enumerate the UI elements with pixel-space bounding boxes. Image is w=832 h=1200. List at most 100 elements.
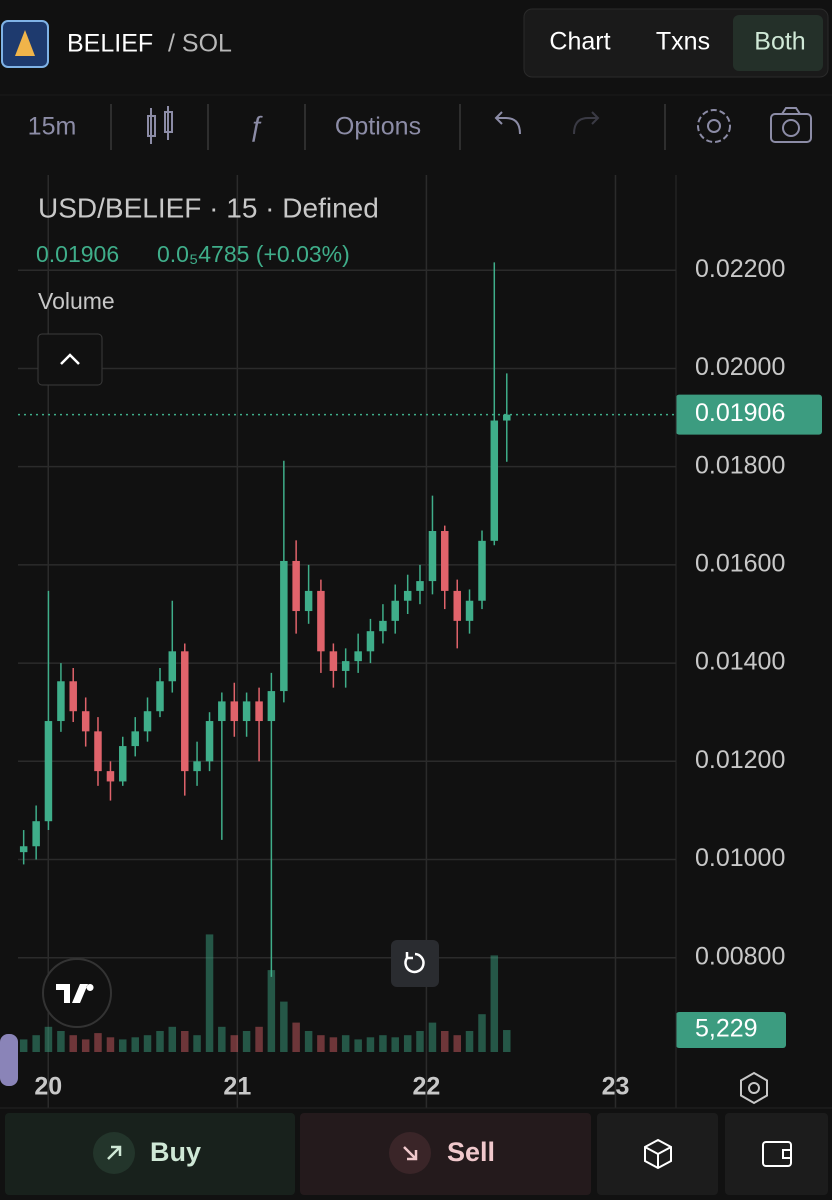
candle-body [267, 691, 276, 722]
side-handle[interactable] [0, 1034, 18, 1086]
candle-body [19, 846, 28, 853]
candle-body [44, 721, 53, 822]
collapse-button[interactable] [37, 333, 103, 386]
volume-bar [304, 1031, 313, 1052]
candle-body [453, 590, 461, 621]
x-tick-label: 21 [223, 1073, 251, 1101]
candle-body [379, 620, 387, 632]
volume-bar [379, 1035, 387, 1052]
candle-body [81, 711, 90, 732]
volume-bar [490, 955, 499, 1052]
interval[interactable]: 15m [28, 113, 77, 141]
candle-body [94, 731, 102, 772]
candle-icon[interactable] [147, 106, 173, 144]
tab[interactable]: Both [754, 28, 805, 56]
wallet-button[interactable] [725, 1113, 828, 1195]
volume-bar [19, 1039, 28, 1052]
last-volume-box [676, 1012, 786, 1049]
candle-body [292, 560, 300, 612]
volume-bar [131, 1037, 139, 1052]
indicator-icon[interactable]: ƒ [248, 110, 264, 141]
volume-bar [416, 1031, 424, 1052]
volume-bar [453, 1035, 461, 1052]
grid [18, 175, 676, 1108]
tab[interactable]: Txns [656, 28, 710, 56]
candle-body [478, 540, 486, 601]
candle-body [193, 761, 201, 772]
y-tick-label: 0.01800 [695, 451, 785, 479]
buy-button[interactable] [5, 1113, 295, 1195]
candle-body [317, 590, 325, 652]
candle-body [391, 600, 399, 621]
volume-bar [230, 1035, 239, 1052]
candle-body [131, 731, 139, 747]
candle-body [403, 590, 412, 601]
volume-bar [465, 1031, 474, 1052]
volume-bar [329, 1037, 338, 1052]
candle-body [441, 531, 449, 591]
settings-icon[interactable] [697, 109, 731, 143]
sell-label[interactable]: Sell [447, 1137, 495, 1167]
legend-title: USD/BELIEF · 15 · Defined [38, 192, 379, 223]
volume-bar [143, 1035, 152, 1052]
volume-bar [205, 934, 214, 1052]
volume-bar [403, 1035, 412, 1052]
candle-body [32, 821, 40, 847]
y-tick-label: 0.00800 [695, 942, 785, 970]
candle-body [218, 701, 226, 722]
volume-bar [441, 1031, 449, 1052]
candle-body [69, 681, 77, 712]
volume-bar [255, 1026, 263, 1052]
y-tick-label: 0.01400 [695, 648, 785, 676]
volume-bar [280, 1001, 288, 1052]
token-name: BELIEF [67, 30, 153, 58]
candle-body [242, 701, 251, 722]
candle-body [230, 701, 239, 722]
volume-bar [32, 1035, 40, 1052]
candle-body [366, 631, 375, 652]
volume-bar [44, 1026, 53, 1052]
candle-body [57, 681, 65, 722]
candle-body [255, 701, 263, 722]
candle-body [143, 711, 152, 732]
y-tick-label: 0.02000 [695, 353, 785, 381]
toolbar-separators [110, 104, 666, 150]
buy-label[interactable]: Buy [150, 1137, 201, 1167]
y-tick-label: 0.02200 [695, 255, 785, 283]
volume-bar [193, 1035, 201, 1052]
volume-bar [391, 1037, 399, 1052]
y-tick-label: 0.01000 [695, 844, 785, 872]
candle-body [304, 590, 313, 612]
hex-icon[interactable] [740, 1071, 768, 1105]
y-tick-label: 0.01600 [695, 549, 785, 577]
last-price-label: 0.01906 [695, 399, 785, 427]
volume-bar [317, 1035, 325, 1052]
tab-active-bg [733, 15, 823, 71]
candle-body [416, 581, 424, 591]
x-tick-label: 23 [602, 1073, 630, 1101]
last-price-box [676, 394, 822, 435]
volume-bar [119, 1039, 127, 1052]
reset-button[interactable] [391, 940, 439, 987]
volume-bar [354, 1039, 362, 1052]
volume-bar [57, 1031, 65, 1052]
volume-bar [81, 1039, 90, 1052]
sell-button[interactable] [300, 1113, 591, 1195]
x-tick-label: 22 [413, 1073, 441, 1101]
tradingview-logo[interactable] [42, 958, 112, 1028]
legend-price: 0.01906 [36, 241, 119, 267]
candle-body [156, 681, 164, 712]
candle-body [168, 651, 177, 682]
camera-icon[interactable] [770, 107, 812, 143]
redo-icon[interactable] [573, 111, 600, 135]
candle-body [503, 414, 511, 421]
cube-button[interactable] [597, 1113, 718, 1195]
tab[interactable]: Chart [549, 28, 610, 56]
volume-bar [69, 1035, 77, 1052]
undo-icon[interactable] [494, 111, 521, 135]
candle-body [280, 560, 288, 692]
options[interactable]: Options [335, 113, 421, 141]
x-tick-label: 20 [34, 1073, 62, 1101]
candle-body [106, 771, 115, 782]
